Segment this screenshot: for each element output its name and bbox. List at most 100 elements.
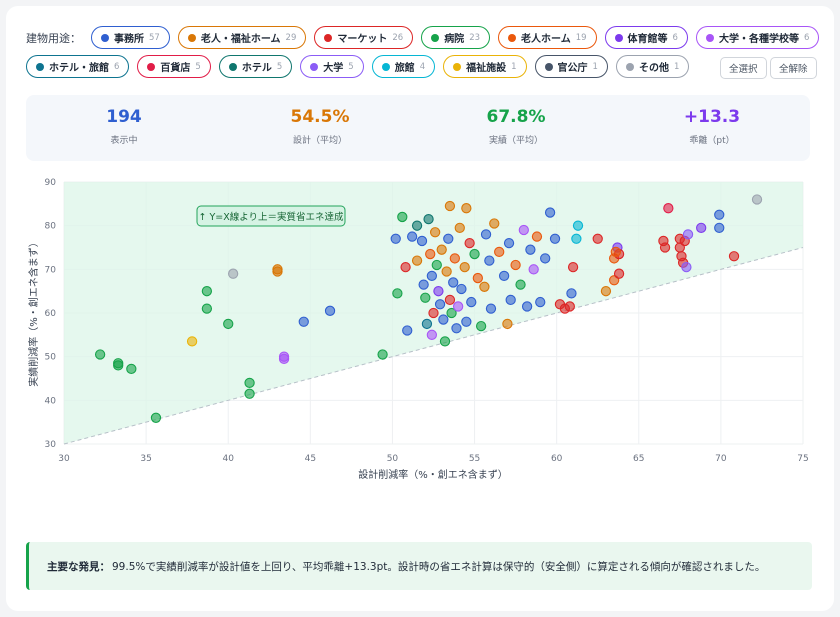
data-point[interactable]	[592, 233, 603, 244]
data-point[interactable]	[150, 412, 162, 423]
data-point[interactable]	[728, 251, 740, 262]
data-point[interactable]	[186, 336, 198, 347]
data-point[interactable]	[475, 320, 487, 332]
data-point[interactable]	[518, 224, 529, 236]
data-point[interactable]	[544, 207, 556, 218]
data-point[interactable]	[472, 272, 483, 284]
filter-chip[interactable]: マーケット 26	[314, 26, 414, 49]
data-point[interactable]	[452, 301, 464, 312]
filter-chip[interactable]: 病院 23	[421, 26, 491, 49]
data-point[interactable]	[402, 325, 413, 336]
filter-chip[interactable]: ホテル 5	[218, 55, 293, 78]
data-point[interactable]	[659, 242, 671, 253]
filter-chip[interactable]: 官公庁 1	[534, 55, 608, 78]
data-point[interactable]	[272, 266, 283, 277]
filter-chip[interactable]: 百貨店 5	[137, 55, 211, 78]
data-point[interactable]	[126, 363, 137, 375]
data-point[interactable]	[429, 227, 441, 238]
filter-chip[interactable]: 旅館 4	[371, 55, 436, 78]
data-point[interactable]	[390, 233, 401, 244]
data-point[interactable]	[480, 229, 492, 240]
data-point[interactable]	[278, 353, 290, 364]
filter-chip[interactable]: ホテル・旅館 6	[26, 55, 130, 78]
filter-chip[interactable]: 老人ホーム 19	[498, 26, 597, 49]
data-point[interactable]	[431, 259, 442, 271]
data-point[interactable]	[549, 233, 561, 244]
filter-chip[interactable]: 大学 5	[300, 55, 364, 78]
data-point[interactable]	[298, 316, 309, 327]
data-point[interactable]	[227, 268, 239, 279]
data-point[interactable]	[464, 237, 475, 249]
data-point[interactable]	[416, 235, 428, 247]
data-point[interactable]	[751, 194, 763, 205]
filter-chip[interactable]: 福祉施設 1	[443, 55, 527, 78]
data-point[interactable]	[446, 307, 457, 319]
data-point[interactable]	[484, 255, 495, 266]
data-point[interactable]	[714, 222, 725, 233]
data-point[interactable]	[436, 244, 447, 255]
data-point[interactable]	[324, 305, 336, 316]
data-point[interactable]	[420, 292, 431, 303]
select-all-button[interactable]: 全選択	[720, 57, 767, 79]
data-point[interactable]	[461, 203, 472, 214]
data-point[interactable]	[510, 259, 521, 271]
data-point[interactable]	[448, 277, 459, 288]
data-point[interactable]	[454, 222, 465, 233]
data-point[interactable]	[201, 286, 213, 297]
data-point[interactable]	[244, 377, 255, 389]
filter-chip[interactable]: その他 1	[615, 55, 690, 78]
data-point[interactable]	[441, 266, 452, 277]
data-point[interactable]	[434, 299, 446, 310]
data-point[interactable]	[498, 270, 510, 282]
data-point[interactable]	[456, 283, 467, 295]
data-point[interactable]	[489, 218, 500, 229]
data-point[interactable]	[438, 314, 449, 325]
data-point[interactable]	[423, 213, 434, 225]
clear-all-button[interactable]: 全解除	[770, 57, 817, 79]
data-point[interactable]	[469, 248, 480, 260]
data-point[interactable]	[244, 388, 255, 399]
data-point[interactable]	[426, 329, 438, 340]
data-point[interactable]	[572, 220, 584, 231]
filter-chip[interactable]: 大学・各種学校等 6	[695, 26, 820, 49]
data-point[interactable]	[681, 261, 692, 273]
data-point[interactable]	[714, 209, 725, 220]
data-point[interactable]	[411, 220, 423, 231]
data-point[interactable]	[535, 296, 546, 308]
data-point[interactable]	[479, 281, 490, 292]
data-point[interactable]	[461, 316, 472, 327]
data-point[interactable]	[418, 279, 429, 290]
data-point[interactable]	[540, 253, 551, 264]
data-point[interactable]	[444, 200, 456, 212]
data-point[interactable]	[433, 286, 444, 297]
data-point[interactable]	[610, 246, 621, 258]
data-point[interactable]	[113, 360, 124, 371]
data-point[interactable]	[525, 244, 536, 255]
data-point[interactable]	[407, 231, 418, 242]
data-point[interactable]	[485, 303, 497, 314]
data-point[interactable]	[411, 255, 423, 266]
data-point[interactable]	[400, 261, 411, 273]
data-point[interactable]	[521, 301, 533, 312]
data-point[interactable]	[201, 303, 213, 314]
data-point[interactable]	[451, 323, 462, 334]
data-point[interactable]	[696, 222, 707, 233]
data-point[interactable]	[502, 318, 513, 330]
data-point[interactable]	[421, 318, 433, 330]
filter-chip[interactable]: 体育館等 6	[604, 26, 688, 49]
data-point[interactable]	[425, 248, 436, 260]
data-point[interactable]	[439, 336, 451, 347]
data-point[interactable]	[663, 203, 674, 214]
data-point[interactable]	[505, 294, 516, 306]
data-point[interactable]	[392, 288, 403, 299]
data-point[interactable]	[531, 231, 543, 242]
data-point[interactable]	[566, 288, 577, 299]
data-point[interactable]	[466, 296, 477, 308]
data-point[interactable]	[443, 233, 454, 244]
data-point[interactable]	[444, 294, 456, 306]
filter-chip[interactable]: 事務所 57	[91, 26, 170, 49]
data-point[interactable]	[564, 301, 575, 312]
data-point[interactable]	[600, 286, 612, 297]
data-point[interactable]	[397, 211, 408, 223]
data-point[interactable]	[503, 237, 515, 249]
